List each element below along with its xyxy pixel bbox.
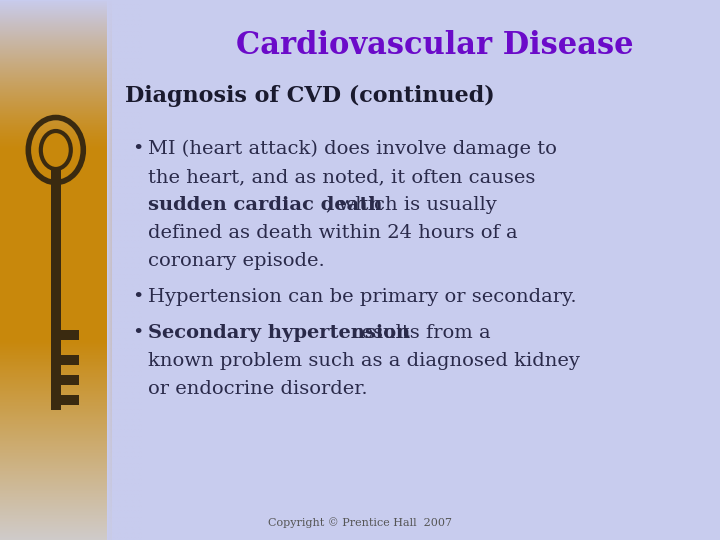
Text: •: • [132, 324, 143, 342]
Bar [51, 170, 60, 410]
Text: coronary episode.: coronary episode. [148, 252, 325, 270]
Text: defined as death within 24 hours of a: defined as death within 24 hours of a [148, 224, 518, 242]
Text: Hypertension can be primary or secondary.: Hypertension can be primary or secondary… [148, 288, 577, 306]
Text: •: • [132, 288, 143, 306]
Text: MI (heart attack) does involve damage to: MI (heart attack) does involve damage to [148, 140, 557, 158]
Bar [60, 355, 78, 365]
Bar [60, 395, 78, 405]
Text: the heart, and as noted, it often causes: the heart, and as noted, it often causes [148, 168, 536, 186]
Text: known problem such as a diagnosed kidney: known problem such as a diagnosed kidney [148, 352, 580, 370]
Text: or endocrine disorder.: or endocrine disorder. [148, 380, 368, 398]
Text: sudden cardiac death: sudden cardiac death [148, 196, 382, 214]
Bar [60, 330, 78, 340]
Text: Cardiovascular Disease: Cardiovascular Disease [236, 30, 634, 61]
Bar [60, 375, 78, 385]
Text: •: • [132, 140, 143, 158]
Text: Secondary hypertension: Secondary hypertension [148, 324, 410, 342]
Text: Diagnosis of CVD (continued): Diagnosis of CVD (continued) [125, 85, 495, 107]
Ellipse shape [41, 131, 71, 169]
Text: Copyright © Prentice Hall  2007: Copyright © Prentice Hall 2007 [268, 517, 452, 528]
Bar [0, 0, 112, 540]
Text: results from a: results from a [346, 324, 490, 342]
Text: , which is usually: , which is usually [326, 196, 497, 214]
